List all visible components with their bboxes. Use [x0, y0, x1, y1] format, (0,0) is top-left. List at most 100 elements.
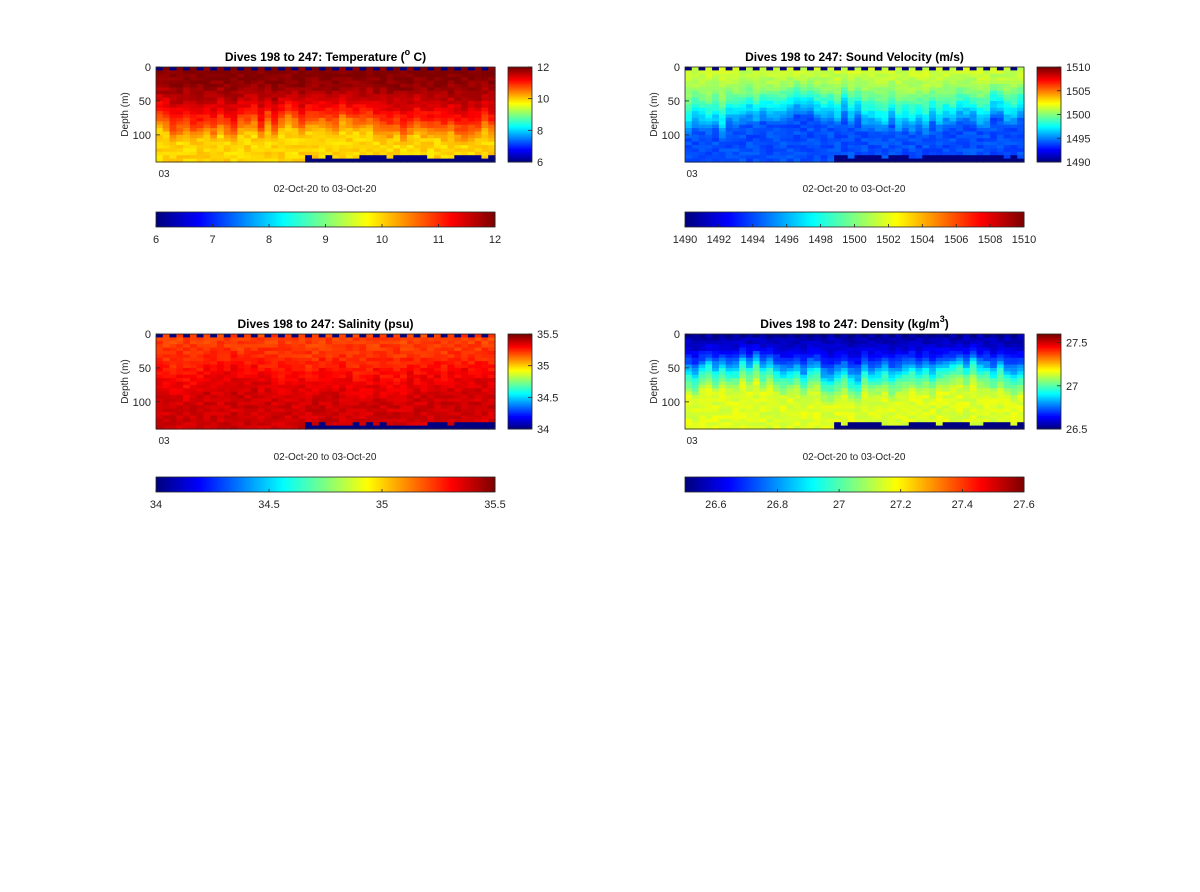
heatmap-cell [888, 94, 896, 99]
colorbar-segment [508, 118, 532, 121]
heatmap-cell [746, 94, 754, 99]
heatmap-cell [278, 425, 286, 430]
heatmap-cell [942, 158, 951, 163]
heatmap-cell [230, 155, 238, 160]
heatmap-cell [685, 107, 693, 112]
heatmap-cell [868, 151, 876, 156]
heatmap-cell [217, 90, 225, 95]
heatmap-cell [454, 94, 462, 99]
heatmap-cell [983, 124, 991, 129]
heatmap-cell [752, 77, 761, 82]
heatmap-cell [311, 425, 320, 430]
heatmap-cell [305, 111, 313, 116]
heatmap-cell [691, 80, 700, 85]
heatmap-cell [454, 374, 462, 379]
heatmap-cell [447, 337, 455, 342]
heatmap-cell [400, 334, 408, 338]
heatmap-cell [305, 391, 313, 396]
heatmap-cell [230, 70, 238, 75]
heatmap-cell [881, 138, 889, 143]
colorbar-segment [1037, 124, 1061, 127]
colorbar-segment [434, 212, 438, 227]
heatmap-cell [691, 371, 700, 376]
heatmap-cell [406, 100, 415, 105]
heatmap-cell [210, 374, 218, 379]
heatmap-cell [406, 73, 415, 78]
heatmap-cell [929, 83, 937, 88]
heatmap-cell [230, 405, 238, 410]
heatmap-cell [250, 395, 259, 400]
heatmap-cell [1003, 107, 1012, 112]
heatmap-cell [305, 418, 313, 423]
heatmap-cell [366, 124, 374, 129]
heatmap-cell [386, 340, 394, 345]
heatmap-cell [976, 80, 984, 85]
heatmap-cell [732, 117, 740, 122]
heatmap-cell [427, 367, 435, 372]
heatmap-cell [176, 415, 184, 420]
heatmap-cell [237, 401, 245, 406]
heatmap-cell [210, 124, 218, 129]
heatmap-cell [156, 158, 164, 163]
heatmap-cell [440, 67, 449, 71]
colorbar-segment [193, 477, 197, 492]
colorbar-segment [460, 477, 464, 492]
heatmap-cell [298, 415, 306, 420]
heatmap-cell [840, 90, 849, 95]
heatmap-cell [359, 107, 367, 112]
heatmap-cell [481, 73, 489, 78]
heatmap-cell [223, 374, 232, 379]
colorbar-segment [508, 102, 532, 105]
heatmap-cell [461, 155, 469, 160]
heatmap-cell [250, 114, 259, 119]
heatmap-cell [929, 145, 937, 150]
heatmap-cell [156, 344, 164, 349]
heatmap-cell [345, 395, 354, 400]
heatmap-cell [278, 155, 286, 160]
heatmap-cell [474, 340, 483, 345]
heatmap-cell [752, 117, 761, 122]
heatmap-cell [942, 148, 951, 153]
heatmap-cell [250, 361, 259, 366]
heatmap-cell [705, 70, 713, 75]
heatmap-cell [840, 111, 849, 116]
heatmap-cell [203, 364, 211, 369]
heatmap-cell [420, 117, 428, 122]
colorbar-segment [508, 400, 532, 403]
heatmap-cell [406, 388, 415, 393]
heatmap-cell [189, 395, 198, 400]
heatmap-cell [1003, 90, 1012, 95]
colorbar-segment [336, 477, 340, 492]
heatmap-cell [278, 354, 286, 359]
heatmap-cell [712, 121, 720, 126]
heatmap-cell [210, 384, 218, 389]
heatmap-cell [800, 124, 808, 129]
heatmap-cell [901, 80, 910, 85]
heatmap-cell [1003, 73, 1012, 78]
heatmap-cell [447, 83, 455, 88]
heatmap-cell [454, 367, 462, 372]
heatmap-cell [359, 361, 367, 366]
heatmap-cell [311, 151, 320, 156]
heatmap-cell [725, 94, 734, 99]
heatmap-cell [759, 155, 767, 160]
heatmap-cell [427, 350, 435, 355]
heatmap-cell [732, 80, 740, 85]
colorbar-segment [1037, 135, 1061, 138]
heatmap-cell [393, 418, 401, 423]
heatmap-cell [339, 357, 347, 362]
colorbar-segment [179, 212, 183, 227]
heatmap-cell [440, 90, 449, 95]
heatmap-cell [454, 384, 462, 389]
heatmap-cell [169, 111, 177, 116]
heatmap-cell [440, 398, 449, 403]
heatmap-cell [481, 371, 489, 376]
heatmap-cell [969, 87, 978, 92]
heatmap-cell [440, 121, 449, 126]
heatmap-cell [386, 138, 394, 143]
heatmap-cell [339, 138, 347, 143]
colorbar-frame [155, 476, 496, 493]
heatmap-cell [332, 334, 340, 338]
heatmap-cell [698, 405, 706, 410]
heatmap-cell [942, 155, 951, 160]
